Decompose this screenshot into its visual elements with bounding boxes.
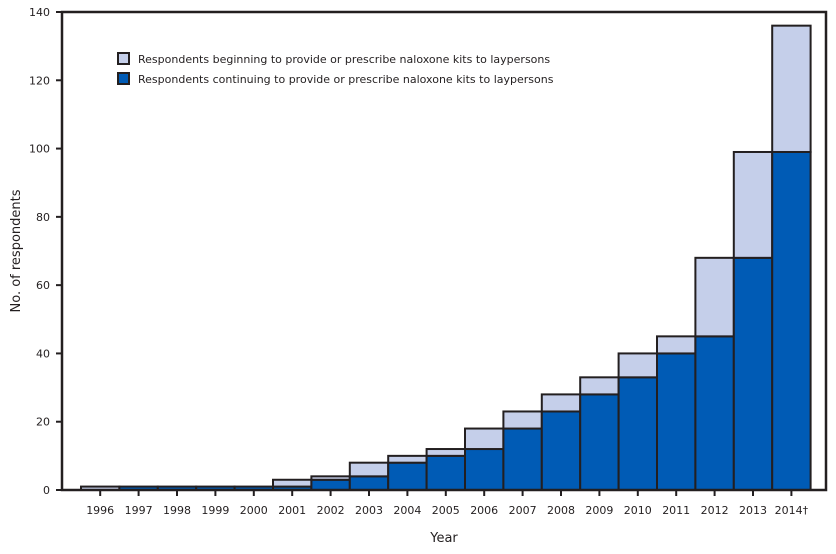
bars xyxy=(80,24,812,492)
bar-2003-series-0 xyxy=(348,475,390,492)
legend: Respondents beginning to provide or pres… xyxy=(117,52,554,86)
bar-2002-series-1 xyxy=(310,475,351,481)
x-tick-label: 2001 xyxy=(278,504,306,517)
bar-2001-series-1 xyxy=(272,478,313,488)
x-tick-label: 2012 xyxy=(701,504,729,517)
x-tick-label: 2005 xyxy=(432,504,460,517)
x-tick-label: 2010 xyxy=(624,504,652,517)
x-tick-label: 2008 xyxy=(547,504,575,517)
y-tick-label: 0 xyxy=(43,484,50,497)
bar-2004-series-0 xyxy=(387,461,428,491)
bar-2011-series-0 xyxy=(656,352,697,491)
bar-2014-series-1 xyxy=(771,24,812,153)
x-tick-label: 2000 xyxy=(240,504,268,517)
bar-2008-series-0 xyxy=(540,410,582,492)
bar-2012-series-0 xyxy=(694,335,735,491)
legend-swatch xyxy=(117,52,130,65)
x-tick-label: 2013 xyxy=(739,504,767,517)
y-tick-label: 20 xyxy=(36,416,50,429)
bar-2010-series-1 xyxy=(617,352,658,379)
bar-2009-series-0 xyxy=(579,393,620,491)
bar-2008-series-1 xyxy=(540,393,582,413)
y-axis-label: No. of respondents xyxy=(9,189,24,312)
bar-2013-series-0 xyxy=(732,256,774,492)
x-tick-label: 2014† xyxy=(775,504,809,517)
x-tick-label: 1996 xyxy=(86,504,114,517)
x-tick-label: 2004 xyxy=(393,504,421,517)
legend-swatch xyxy=(117,72,130,85)
x-tick-label: 2006 xyxy=(470,504,498,517)
x-axis-label: Year xyxy=(429,531,458,546)
bar-2005-series-0 xyxy=(425,454,467,492)
legend-label: Respondents continuing to provide or pre… xyxy=(138,73,554,86)
bar-2013-series-1 xyxy=(732,150,774,259)
bar-2007-series-0 xyxy=(502,427,543,491)
x-tick-label: 2011 xyxy=(662,504,690,517)
y-tick-label: 140 xyxy=(29,6,50,19)
x-tick-label: 1999 xyxy=(201,504,229,517)
bar-2007-series-1 xyxy=(502,410,543,430)
bar-2006-series-0 xyxy=(464,448,505,491)
y-tick-label: 100 xyxy=(29,143,50,156)
y-tick-label: 120 xyxy=(29,74,50,87)
x-tick-label: 2003 xyxy=(355,504,383,517)
x-tick-label: 2002 xyxy=(317,504,345,517)
bar-2012-series-1 xyxy=(694,256,735,338)
y-tick-label: 40 xyxy=(36,347,50,360)
bar-2009-series-1 xyxy=(579,376,620,396)
bar-2002-series-0 xyxy=(310,478,351,491)
y-tick-label: 80 xyxy=(36,211,50,224)
x-tick-label: 1997 xyxy=(125,504,153,517)
plot-frame xyxy=(60,10,828,492)
bar-2003-series-1 xyxy=(348,461,390,478)
bar-2005-series-1 xyxy=(425,448,467,457)
bar-2004-series-1 xyxy=(387,454,428,464)
y-tick-label: 60 xyxy=(36,279,50,292)
bar-2014-series-0 xyxy=(771,150,812,491)
axes: 1996 1997 1998 1999 2000 2001 2002 2003 2004 2005… xyxy=(29,6,828,517)
bar-2006-series-1 xyxy=(464,427,505,451)
bar-2010-series-0 xyxy=(617,376,658,492)
bar-2011-series-1 xyxy=(656,335,697,355)
x-tick-label: 1998 xyxy=(163,504,191,517)
x-tick-label: 2009 xyxy=(585,504,613,517)
legend-label: Respondents beginning to provide or pres… xyxy=(138,53,550,66)
x-tick-label: 2007 xyxy=(509,504,537,517)
